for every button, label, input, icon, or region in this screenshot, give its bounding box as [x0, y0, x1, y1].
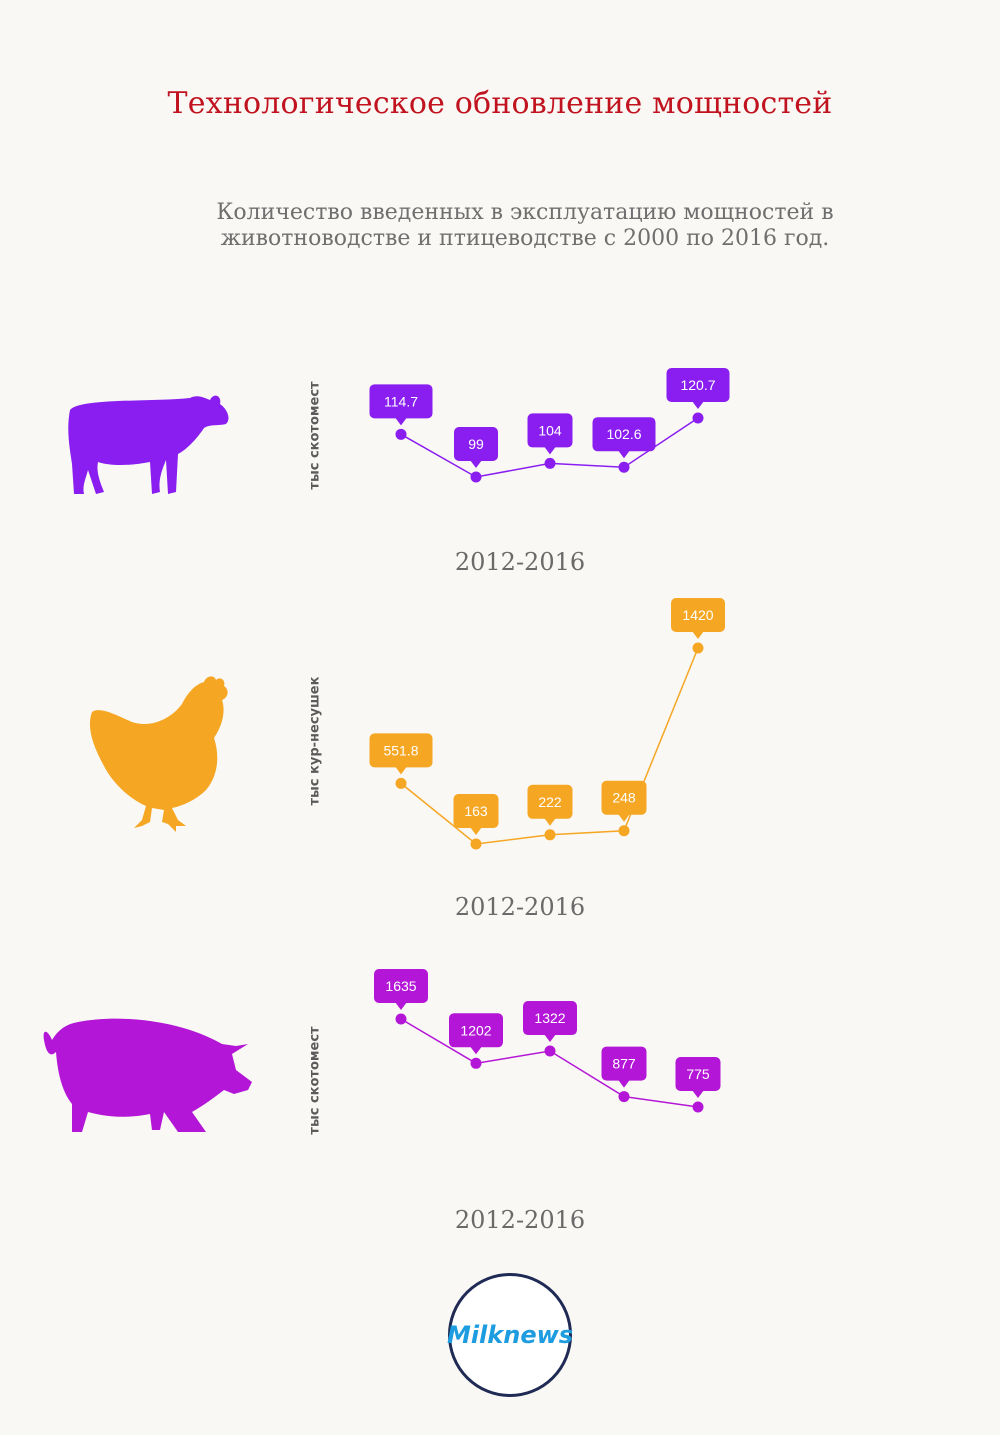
- x-axis-label: 2012-2016: [454, 893, 586, 921]
- svg-text:248: 248: [612, 790, 636, 806]
- svg-text:222: 222: [538, 794, 562, 810]
- data-point: [470, 838, 482, 850]
- svg-text:1202: 1202: [460, 1022, 491, 1038]
- data-point: [692, 642, 704, 654]
- data-point: [544, 829, 556, 841]
- svg-text:102.6: 102.6: [606, 426, 641, 442]
- svg-text:99: 99: [468, 436, 484, 452]
- svg-text:120.7: 120.7: [680, 377, 715, 393]
- data-label: 775: [675, 1057, 721, 1098]
- svg-text:163: 163: [464, 803, 488, 819]
- data-point: [618, 461, 630, 473]
- data-label: 1322: [523, 1001, 577, 1043]
- data-point: [395, 428, 407, 440]
- data-point: [618, 1091, 630, 1103]
- x-axis-label: 2012-2016: [454, 1206, 586, 1234]
- data-label: 551.8: [369, 733, 433, 775]
- x-axis-label: 2012-2016: [454, 548, 586, 576]
- data-label: 114.7: [369, 384, 433, 426]
- data-point: [544, 1045, 556, 1057]
- data-label: 102.6: [592, 417, 656, 459]
- data-point: [395, 777, 407, 789]
- data-label: 104: [527, 413, 573, 455]
- svg-text:775: 775: [686, 1066, 710, 1082]
- data-label: 877: [601, 1046, 647, 1088]
- svg-text:1420: 1420: [682, 607, 713, 623]
- data-label: 1420: [671, 598, 725, 639]
- data-point: [544, 457, 556, 469]
- svg-text:1322: 1322: [534, 1010, 565, 1026]
- data-label: 163: [453, 794, 499, 835]
- milknews-logo[interactable]: Milknews: [446, 1273, 574, 1397]
- svg-text:1635: 1635: [385, 978, 416, 994]
- data-point: [692, 1101, 704, 1113]
- svg-text:114.7: 114.7: [384, 393, 418, 409]
- svg-text:877: 877: [612, 1056, 636, 1072]
- data-label: 222: [527, 784, 573, 826]
- svg-text:551.8: 551.8: [383, 742, 418, 758]
- data-point: [692, 412, 704, 424]
- page-subtitle: Количество введенных в эксплуатацию мощн…: [216, 200, 834, 251]
- logo-text: Milknews: [446, 1321, 574, 1349]
- data-label: 99: [454, 427, 498, 468]
- data-label: 248: [601, 780, 647, 822]
- data-point: [470, 1057, 482, 1069]
- data-label: 120.7: [666, 368, 730, 409]
- data-point: [470, 471, 482, 483]
- data-point: [618, 825, 630, 837]
- data-label: 1202: [449, 1013, 503, 1055]
- data-label: 1635: [374, 969, 428, 1010]
- data-point: [395, 1013, 407, 1025]
- page-title: Технологическое обновление мощностей: [167, 86, 833, 121]
- svg-text:104: 104: [538, 422, 562, 438]
